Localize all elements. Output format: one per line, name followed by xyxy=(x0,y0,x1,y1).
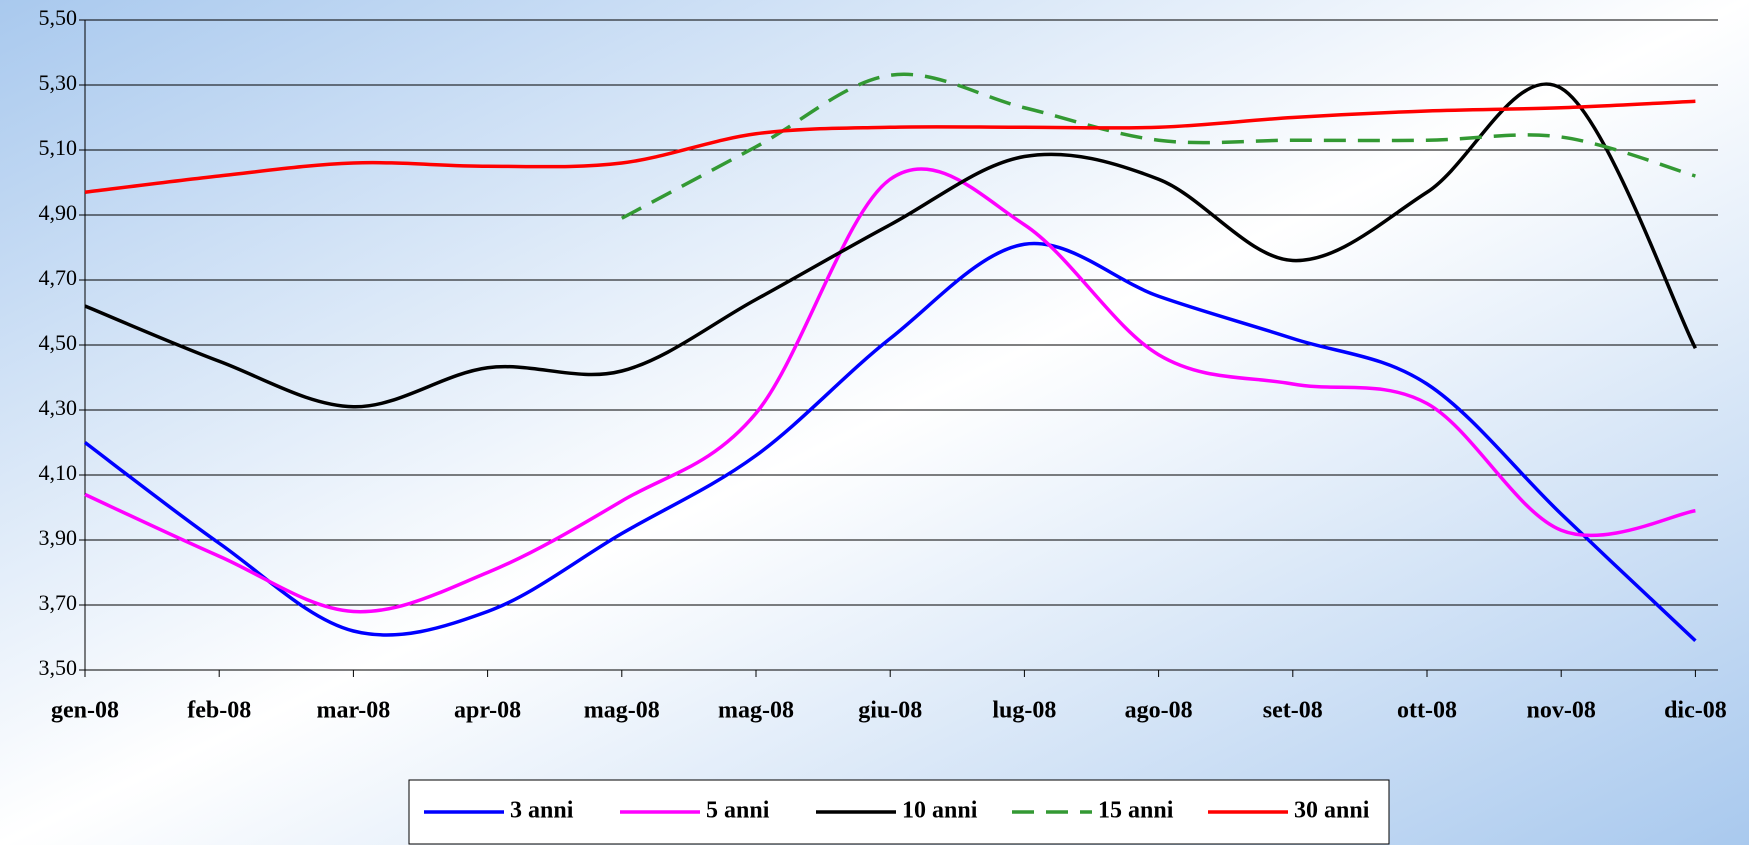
y-tick-label: 4,50 xyxy=(39,330,78,355)
y-tick-label: 5,30 xyxy=(39,70,78,95)
y-tick-label: 4,10 xyxy=(39,460,78,485)
y-tick-label: 3,90 xyxy=(39,525,78,550)
x-tick-label: dic-08 xyxy=(1664,698,1727,724)
legend-label: 5 anni xyxy=(706,798,770,824)
x-tick-label: ago-08 xyxy=(1125,698,1193,724)
series-line xyxy=(84,167,1696,614)
x-tick-label: nov-08 xyxy=(1527,698,1596,724)
legend-label: 15 anni xyxy=(1098,798,1174,824)
x-tick-label: mag-08 xyxy=(718,698,794,724)
x-tick-label: set-08 xyxy=(1263,698,1323,724)
y-tick-label: 5,10 xyxy=(39,135,78,160)
x-tick-label: gen-08 xyxy=(51,698,119,724)
series-line xyxy=(83,241,1697,643)
x-tick-label: ott-08 xyxy=(1397,698,1457,724)
series-line xyxy=(84,99,1696,194)
x-tick-label: mag-08 xyxy=(584,698,660,724)
y-tick-label: 4,30 xyxy=(39,395,78,420)
x-tick-label: feb-08 xyxy=(187,698,251,724)
y-tick-label: 4,90 xyxy=(39,200,78,225)
y-tick-label: 5,50 xyxy=(39,5,78,30)
legend-label: 30 anni xyxy=(1294,798,1370,824)
x-tick-label: lug-08 xyxy=(992,698,1056,724)
series-line xyxy=(84,82,1697,409)
legend-label: 10 anni xyxy=(902,798,978,824)
y-tick-label: 4,70 xyxy=(39,265,78,290)
x-tick-label: giu-08 xyxy=(858,698,922,724)
series-line xyxy=(620,72,1696,220)
legend-label: 3 anni xyxy=(510,798,574,824)
y-tick-label: 3,70 xyxy=(39,590,78,615)
x-tick-label: mar-08 xyxy=(317,698,391,724)
y-tick-label: 3,50 xyxy=(39,655,78,680)
x-tick-label: apr-08 xyxy=(454,698,521,724)
